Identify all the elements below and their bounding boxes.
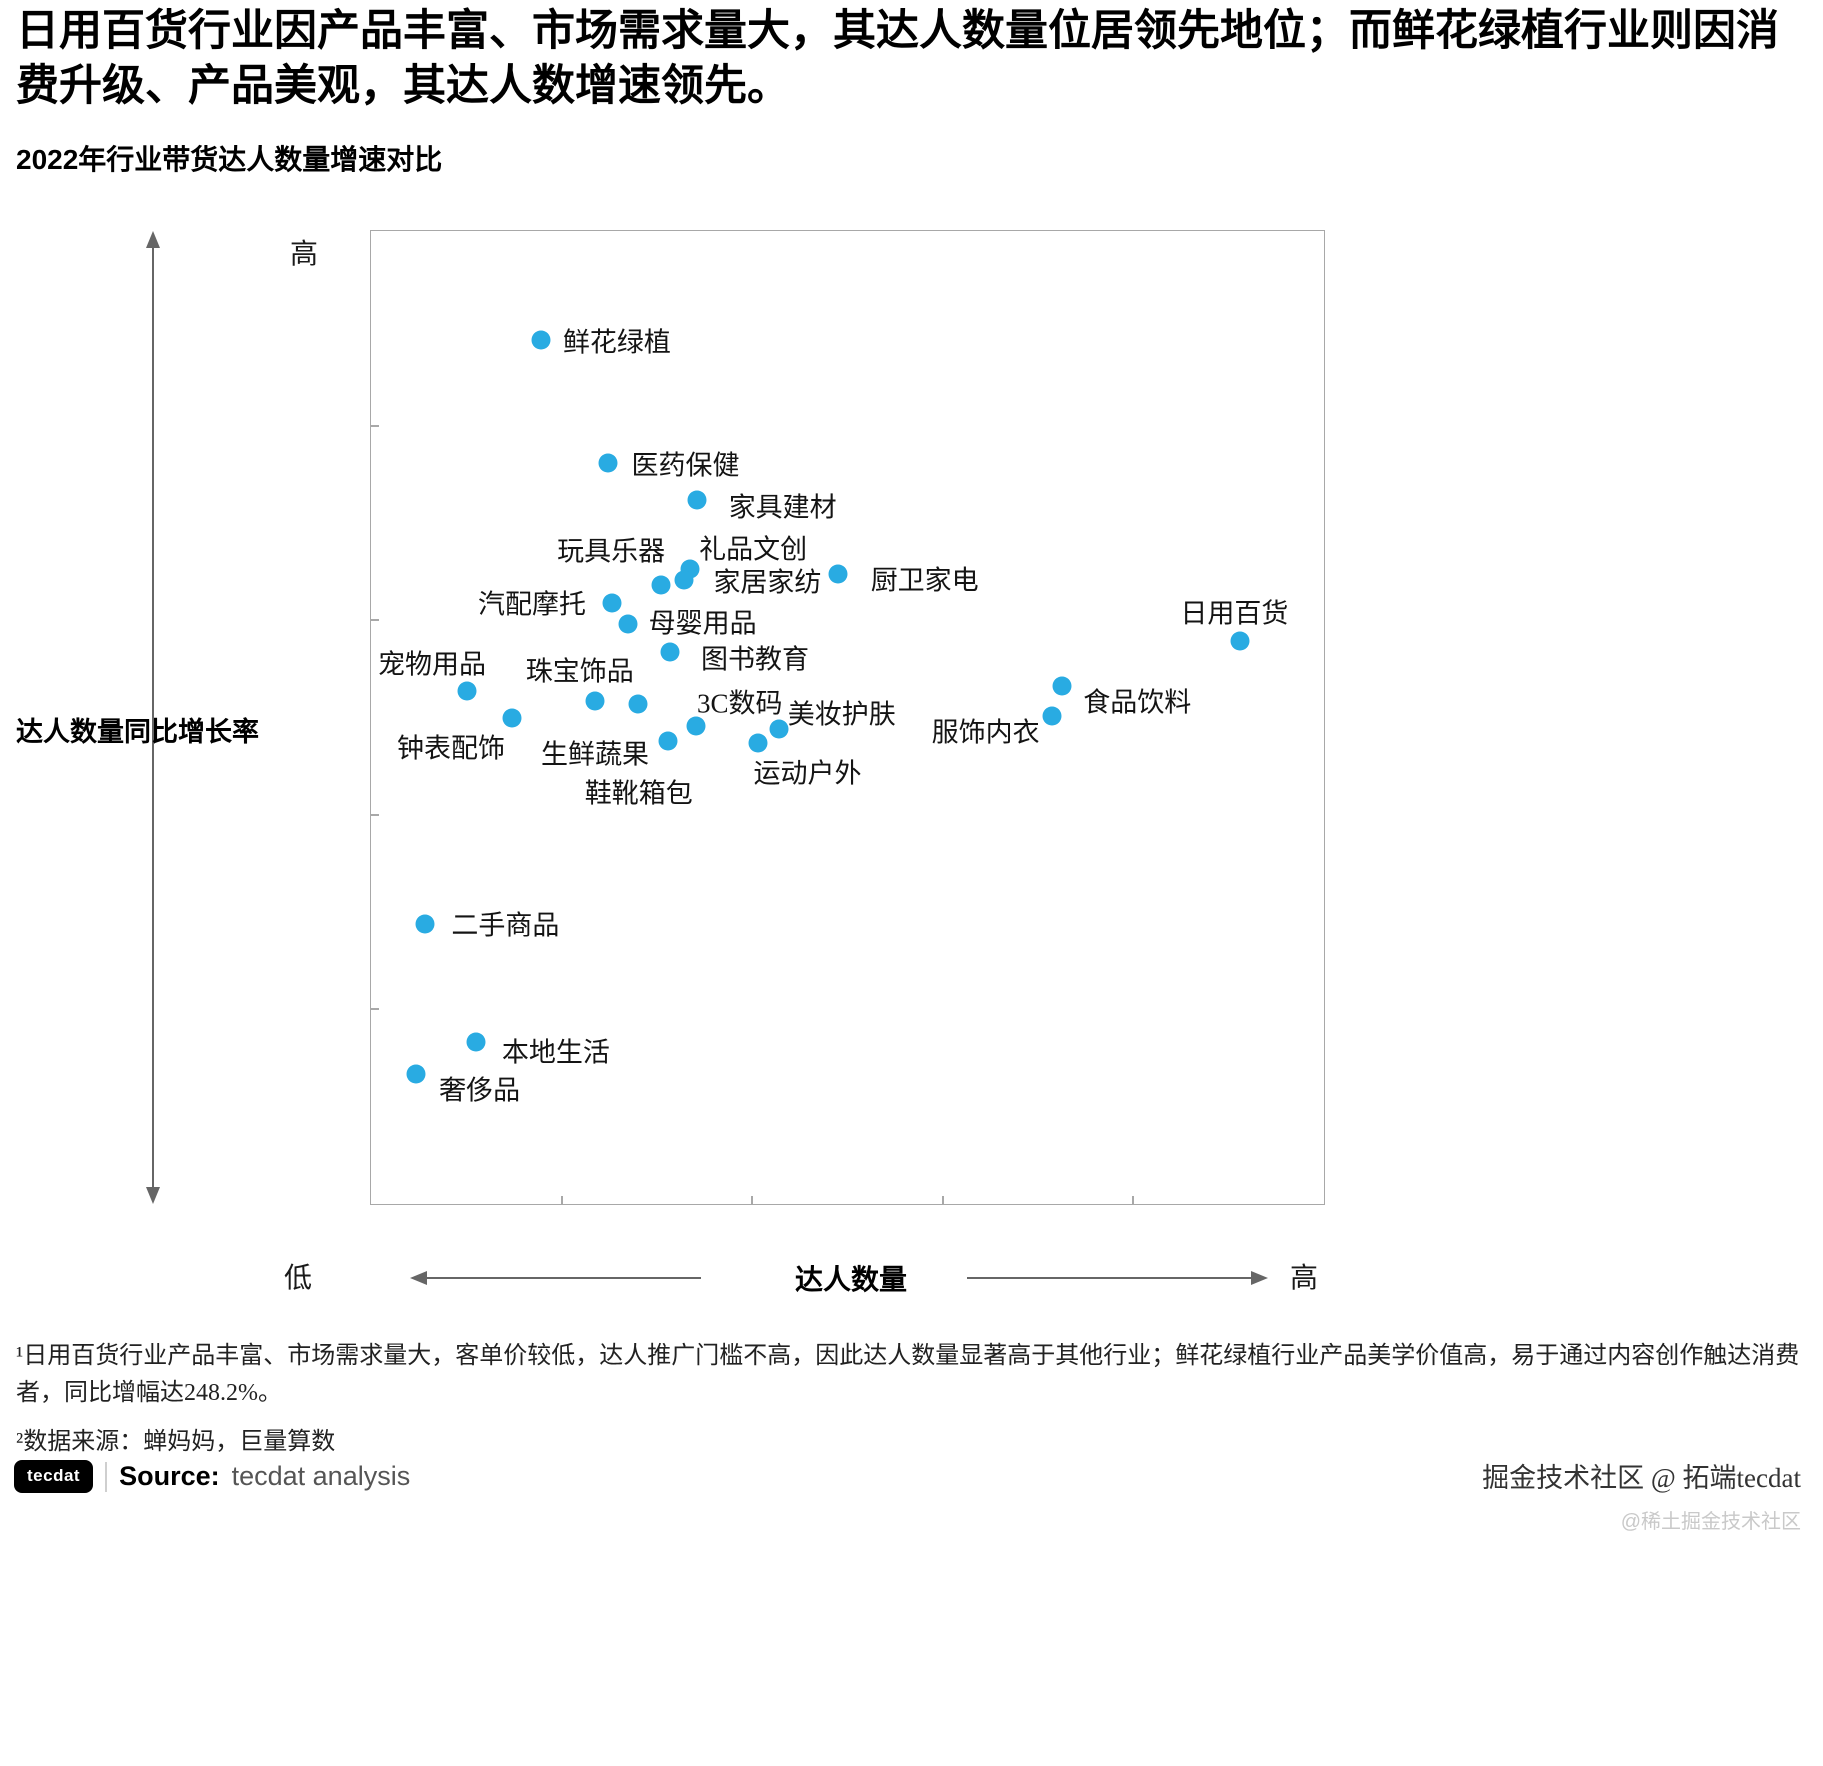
scatter-point-label: 母婴用品: [648, 608, 757, 639]
x-axis-high-label: 高: [1290, 1263, 1319, 1294]
scatter-point-label: 生鲜蔬果: [540, 739, 649, 770]
scatter-point-label: 食品饮料: [1083, 687, 1192, 718]
x-axis-tick: [751, 1196, 754, 1204]
watermark-line1: 掘金技术社区 @ 拓端tecdat: [1482, 1463, 1801, 1493]
scatter-point: [415, 914, 435, 934]
scatter-point-label: 美妆护肤: [787, 699, 896, 730]
scatter-point: [769, 719, 789, 739]
scatter-point: [618, 614, 638, 634]
scatter-point: [1042, 706, 1062, 726]
watermark-line2: @稀土掘金技术社区: [1620, 1511, 1801, 1533]
scatter-point: [828, 564, 848, 584]
scatter-point: [748, 733, 768, 753]
scatter-point: [406, 1064, 426, 1084]
scatter-point-label: 钟表配饰: [397, 733, 506, 764]
scatter-point: [598, 453, 618, 473]
scatter-point: [1052, 676, 1072, 696]
scatter-point-label: 运动户外: [753, 758, 862, 789]
scatter-point-label: 奢侈品: [439, 1075, 521, 1106]
scatter-point-label: 图书教育: [701, 644, 810, 675]
scatter-point-label: 日用百货: [1180, 598, 1289, 629]
scatter-point: [531, 330, 551, 350]
scatter-point: [686, 716, 706, 736]
divider: [105, 1461, 108, 1492]
scatter-point-label: 3C数码: [697, 688, 783, 719]
y-axis-title: 达人数量同比增长率: [16, 717, 259, 747]
x-axis-right-arrow-icon: [967, 1271, 1268, 1285]
scatter-point-label: 本地生活: [501, 1037, 610, 1068]
scatter-point-label: 厨卫家电: [870, 565, 979, 596]
y-axis-tick: [371, 619, 379, 622]
source-label: Source:: [119, 1461, 220, 1491]
scatter-point: [457, 681, 477, 701]
scatter-point-label: 服饰内衣: [931, 717, 1040, 748]
scatter-point-label: 家居家纺: [713, 567, 822, 598]
scatter-point: [585, 691, 605, 711]
scatter-point: [687, 490, 707, 510]
scatter-point-label: 家具建材: [728, 492, 837, 523]
scatter-plot-area: 鲜花绿植医药保健家具建材玩具乐器 礼品文创 家居家纺 厨卫家电汽配摩托母婴用品图书教育…: [370, 230, 1325, 1205]
scatter-point: [628, 694, 648, 714]
x-axis-left-arrow-icon: [410, 1271, 701, 1285]
x-axis-tick: [1132, 1196, 1135, 1204]
scatter-point: [466, 1032, 486, 1052]
x-axis-title: 达人数量: [794, 1264, 907, 1295]
scatter-point: [658, 731, 678, 751]
footnote-2: ²数据来源：蝉妈妈，巨量算数: [16, 1429, 336, 1455]
scatter-point-label: 鞋靴箱包: [584, 778, 693, 809]
headline: 日用百货行业因产品丰富、市场需求量大，其达人数量位居领先地位；而鲜花绿植行业则因…: [16, 7, 1779, 111]
x-axis-low-label: 低: [284, 1263, 313, 1294]
tecdat-logo: tecdat: [14, 1460, 94, 1493]
y-axis-tick: [371, 424, 379, 427]
footnote-1: ¹日用百货行业产品丰富、市场需求量大，客单价较低，达人推广门槛不高，因此达人数量…: [16, 1343, 1800, 1407]
y-axis-high-label: 高: [290, 239, 319, 270]
y-axis-tick: [371, 813, 379, 816]
scatter-point-label: 珠宝饰品: [525, 656, 634, 687]
scatter-point: [674, 570, 694, 590]
scatter-point: [502, 708, 522, 728]
scatter-point-label: 鲜花绿植: [562, 327, 671, 358]
source-row: tecdat Source: tecdat analysis: [14, 1460, 410, 1493]
x-axis-tick: [560, 1196, 563, 1204]
y-axis-arrow-icon: [146, 231, 160, 1204]
scatter-point: [1230, 631, 1250, 651]
chart-title: 2022年行业带货达人数量增速对比: [16, 144, 443, 175]
scatter-point-label: 礼品文创: [699, 534, 808, 565]
y-axis-tick: [371, 1008, 379, 1011]
scatter-point-label: 医药保健: [631, 450, 740, 481]
scatter-point-label: 玩具乐器: [557, 536, 666, 567]
scatter-point-label: 宠物用品: [377, 649, 486, 680]
scatter-point-label: 二手商品: [451, 910, 560, 941]
scatter-point-label: 汽配摩托: [478, 589, 587, 620]
scatter-point: [602, 593, 622, 613]
watermark: 掘金技术社区 @ 拓端tecdat @稀土掘金技术社区: [1482, 1456, 1801, 1534]
x-axis-tick: [941, 1196, 944, 1204]
scatter-point: [651, 575, 671, 595]
scatter-point: [660, 642, 680, 662]
source-text: tecdat analysis: [231, 1461, 411, 1491]
